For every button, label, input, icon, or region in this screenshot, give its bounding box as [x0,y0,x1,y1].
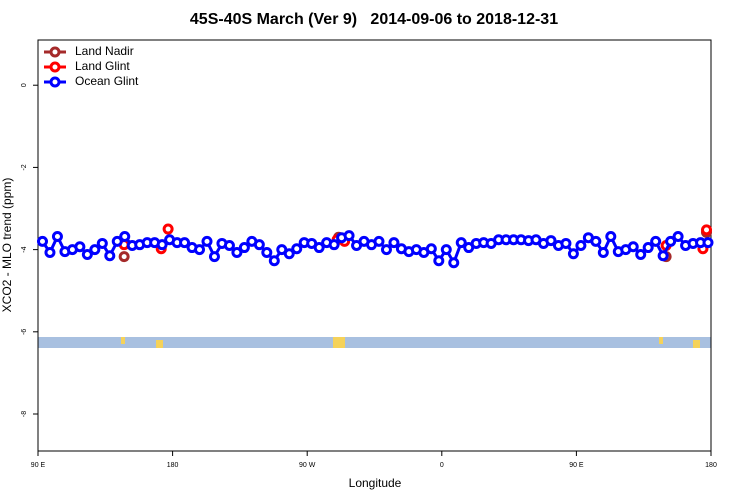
data-point [665,235,677,247]
y-tick-label: -4 [21,246,28,252]
x-tick-label: 180 [167,462,179,469]
data-point [268,255,280,267]
data-point [373,235,385,247]
data-point [425,243,437,255]
data-point [253,239,265,251]
data-point [672,230,684,242]
data-point [440,244,452,256]
y-tick-label: -2 [21,164,28,170]
y-tick-label: -6 [21,329,28,335]
data-point [567,248,579,260]
data-point [51,230,63,242]
x-axis-label: Longitude [349,476,402,490]
data-point [560,237,572,249]
x-tick-label: 90 E [569,462,584,469]
data-point [118,251,130,263]
data-point [111,235,123,247]
data-point [261,246,273,258]
data-point [635,249,647,261]
data-point [162,223,174,235]
data-point [627,241,639,253]
legend-marker [49,61,61,73]
data-point [201,235,213,247]
data-point [575,240,587,251]
data-point [313,242,325,254]
data-point [597,246,609,258]
data-point [81,249,93,261]
data-point [328,239,340,251]
data-point [448,257,460,269]
x-tick-label: 90 E [31,462,46,469]
data-point [343,230,355,242]
legend-marker [49,76,61,88]
data-point [650,235,662,247]
data-point [119,230,131,242]
chart-title: 45S-40S March (Ver 9) 2014-09-06 to 2018… [190,11,558,28]
data-point [433,255,445,267]
legend-label: Ocean Glint [75,74,139,88]
data-point [590,235,602,247]
legend-label: Land Glint [75,59,130,73]
data-point [36,235,48,247]
data-point [455,237,467,249]
data-point [283,248,295,260]
data-point [194,244,206,256]
y-tick-label: -8 [21,411,28,417]
legend-label: Land Nadir [75,44,134,58]
y-tick-label: 0 [21,83,28,87]
data-point [291,243,303,255]
map-strip [38,337,711,348]
data-point [96,237,108,249]
data-point [208,251,220,263]
x-tick-label: 90 W [299,462,316,469]
data-point [702,237,714,249]
data-point [642,242,654,254]
x-tick-label: 180 [705,462,717,469]
data-point [89,244,101,256]
data-point [179,237,191,249]
data-point [223,240,235,251]
data-point [380,244,392,256]
y-axis-label: XCO2 - MLO trend (ppm) [0,178,14,313]
data-point [605,230,617,242]
legend-marker [49,46,61,58]
data-point [657,250,669,262]
data-point [156,239,168,251]
data-point [104,250,116,262]
data-point [231,246,243,258]
data-point [74,241,86,253]
data-point [388,237,400,249]
x-tick-label: 0 [440,462,444,469]
data-point [701,224,713,236]
data-point [238,242,250,254]
data-point [545,235,557,247]
data-point [44,246,56,258]
